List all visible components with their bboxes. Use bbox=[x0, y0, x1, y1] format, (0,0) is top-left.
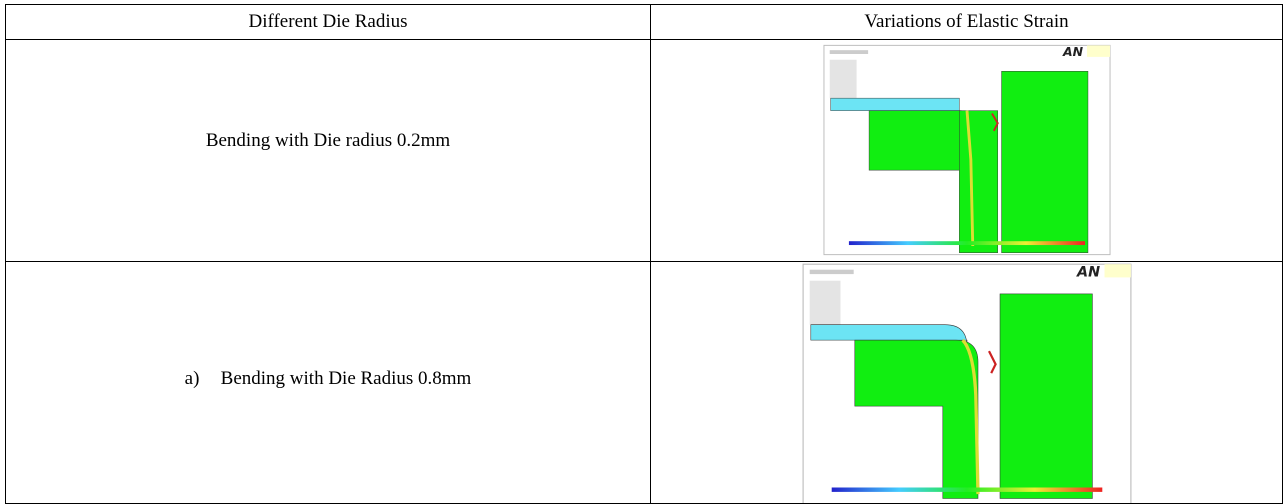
colorbar bbox=[831, 488, 1102, 492]
row-text: Bending with Die radius 0.2mm bbox=[206, 130, 450, 151]
image-cell: AN bbox=[651, 40, 1283, 262]
results-table: Different Die Radius Variations of Elast… bbox=[5, 4, 1283, 504]
legend-text bbox=[829, 60, 856, 98]
page: Different Die Radius Variations of Elast… bbox=[0, 0, 1285, 504]
logo-bg bbox=[1104, 264, 1130, 277]
colorbar bbox=[848, 241, 1084, 245]
strain-image: AN bbox=[823, 40, 1111, 260]
header-cell: Different Die Radius bbox=[6, 5, 651, 40]
image-cell: AN bbox=[651, 262, 1283, 504]
logo: AN bbox=[1062, 44, 1084, 59]
die-block bbox=[1001, 71, 1087, 252]
list-marker: a) bbox=[185, 368, 221, 390]
row: a)Bending with Die Radius 0.8mm AN bbox=[6, 262, 1283, 504]
legend-text bbox=[809, 281, 840, 325]
green-part bbox=[959, 111, 997, 253]
label-cell: a)Bending with Die Radius 0.8mm bbox=[6, 262, 651, 504]
header-row: Different Die Radius Variations of Elast… bbox=[6, 5, 1283, 40]
die-block bbox=[1000, 294, 1092, 499]
cyan-strip bbox=[830, 98, 959, 110]
label-cell: Bending with Die radius 0.2mm bbox=[6, 40, 651, 262]
row-item: a)Bending with Die Radius 0.8mm bbox=[185, 368, 472, 389]
green-part bbox=[869, 111, 961, 171]
legend-text bbox=[829, 50, 867, 54]
strain-image: AN bbox=[802, 263, 1132, 503]
row: Bending with Die radius 0.2mm AN bbox=[6, 40, 1283, 262]
logo: AN bbox=[1076, 264, 1100, 280]
row-text: Bending with Die Radius 0.8mm bbox=[221, 368, 472, 389]
legend-text bbox=[809, 270, 853, 274]
header-cell: Variations of Elastic Strain bbox=[651, 5, 1283, 40]
logo-bg bbox=[1087, 45, 1110, 57]
